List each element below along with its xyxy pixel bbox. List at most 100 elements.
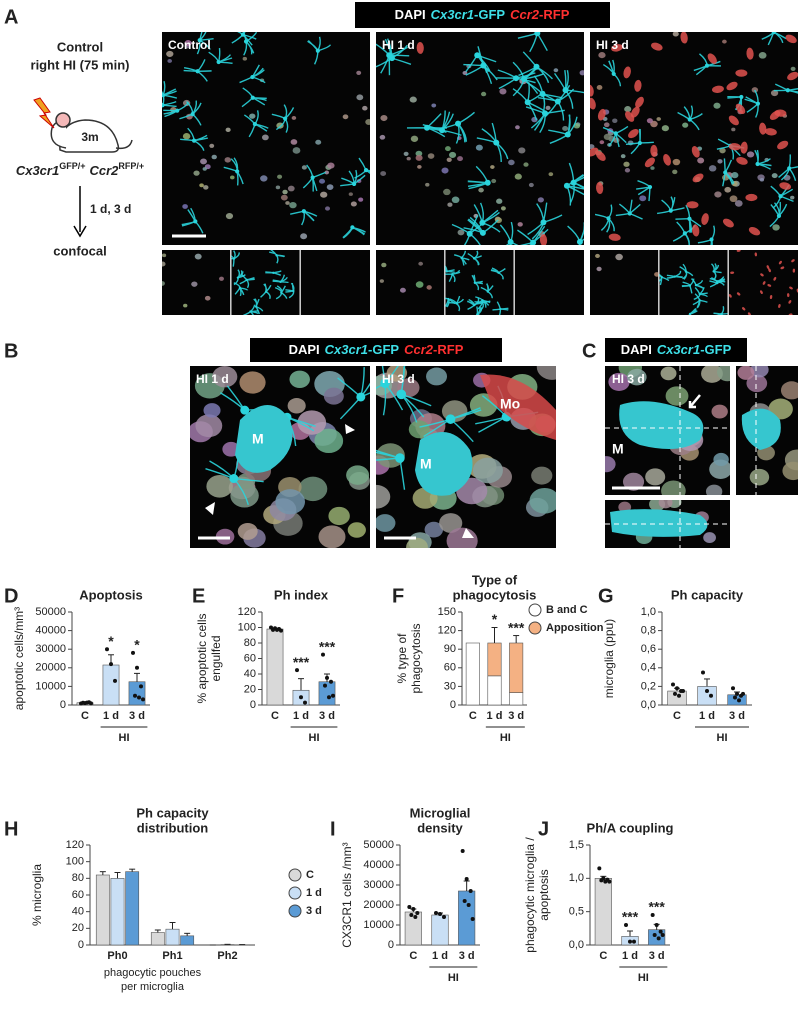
data-point (409, 913, 414, 917)
data-point (675, 686, 679, 691)
micrograph (231, 250, 300, 315)
channel-header: DAPI Cx3cr1-GFP (621, 342, 732, 357)
data-point (735, 691, 739, 696)
image-label: Control (168, 38, 211, 52)
data-point (81, 700, 85, 705)
x-tick-label: 3 d (649, 950, 665, 962)
panel-letter: G (598, 585, 614, 607)
chart-title: phagocytosis (453, 587, 537, 602)
crosshair (605, 366, 757, 548)
group-label: HI (119, 732, 130, 744)
data-point (434, 911, 438, 915)
data-point (705, 689, 709, 694)
y-tick-label: 60 (72, 889, 84, 901)
data-point (133, 693, 137, 698)
bar-segment (487, 675, 502, 706)
channel: -RFP (433, 342, 464, 357)
y-tick-label: 10000 (35, 680, 66, 692)
x-tick-label: Ph2 (217, 950, 237, 962)
channel: DAPI (621, 342, 652, 357)
group-label: HI (717, 732, 728, 744)
legend-label: B and C (546, 604, 588, 616)
header-box (355, 2, 610, 28)
y-axis-label: apoptotic cells/mm³ (12, 607, 26, 710)
bar (594, 878, 612, 946)
data-point (113, 678, 117, 683)
panel-letter: A (4, 6, 18, 28)
arrow-head (73, 225, 87, 238)
data-point (105, 647, 109, 652)
data-point (733, 695, 737, 700)
significance: * (492, 611, 498, 627)
legend-swatch (528, 621, 542, 635)
data-point (654, 923, 659, 927)
cell-label: Mo (500, 396, 520, 412)
data-point (632, 939, 636, 944)
data-point (271, 627, 275, 632)
y-tick-label: 30 (444, 680, 456, 692)
significance: *** (293, 654, 310, 670)
data-point (89, 701, 93, 706)
micrograph (659, 250, 728, 315)
x-tick-label: 3 d (459, 950, 475, 962)
y-tick-label: 40 (244, 668, 256, 680)
data-point (709, 693, 713, 698)
channel: Cx3cr1 (431, 7, 474, 22)
timepoints: 1 d, 3 d (90, 202, 131, 216)
micrograph (514, 250, 584, 315)
channel: -GFP (474, 7, 505, 22)
legend-swatch (288, 868, 302, 882)
data-point (673, 691, 677, 696)
data-point (279, 628, 283, 633)
data-point (275, 627, 279, 632)
bar (404, 911, 422, 946)
y-tick-label: 0,4 (641, 662, 656, 674)
data-point (462, 899, 467, 903)
micrograph (376, 250, 445, 315)
group-label: HI (309, 732, 320, 744)
data-point (737, 698, 741, 703)
panel-letter: D (4, 585, 18, 607)
data-point (442, 915, 446, 919)
y-tick-label: 0,6 (641, 643, 656, 655)
chart: D Apoptosis apoptotic cells/mm³ 0 10000 20000… (4, 585, 150, 744)
data-point (607, 879, 612, 884)
y-tick-label: 100 (66, 856, 84, 868)
y-tick-label: 0 (450, 699, 456, 711)
micrograph (376, 366, 556, 548)
y-tick-label: 20 (244, 683, 256, 695)
y-tick-label: 150 (438, 606, 456, 618)
arrow-marker (688, 394, 701, 409)
x-tick-label: 1 d (293, 710, 309, 722)
y-tick-label: 80 (72, 872, 84, 884)
bar (128, 681, 146, 706)
panel-letter: F (392, 585, 404, 607)
data-point (137, 695, 141, 700)
bar (150, 932, 165, 946)
bar (431, 914, 449, 946)
y-tick-label: 40 (72, 906, 84, 918)
y-tick-label: 40000 (363, 859, 394, 871)
data-point (470, 917, 475, 921)
bar (165, 928, 180, 946)
data-point (597, 866, 602, 871)
data-point (109, 662, 113, 667)
chart-title: Ph/A coupling (587, 820, 674, 835)
allele: RFP/+ (118, 161, 144, 171)
y-tick-label: 1,0 (641, 606, 656, 618)
y-axis-label: microglia (ppu) (602, 619, 616, 698)
channel: -GFP (700, 342, 731, 357)
bar (266, 628, 284, 706)
y-axis-label: % apoptotic cells (195, 613, 209, 703)
y-tick-label: 50000 (363, 839, 394, 851)
data-point (135, 665, 139, 670)
x-axis-label: per microglia (121, 981, 185, 993)
group-label: HI (638, 972, 649, 984)
y-tick-label: 0,8 (641, 625, 656, 637)
chart: J Ph/A coupling phagocytic microglia / apop… (523, 818, 673, 984)
panel-letter: C (582, 340, 596, 362)
image-label: HI 1 d (196, 372, 229, 386)
panel-letter: B (4, 340, 18, 362)
x-tick-label: 1 d (699, 710, 715, 722)
